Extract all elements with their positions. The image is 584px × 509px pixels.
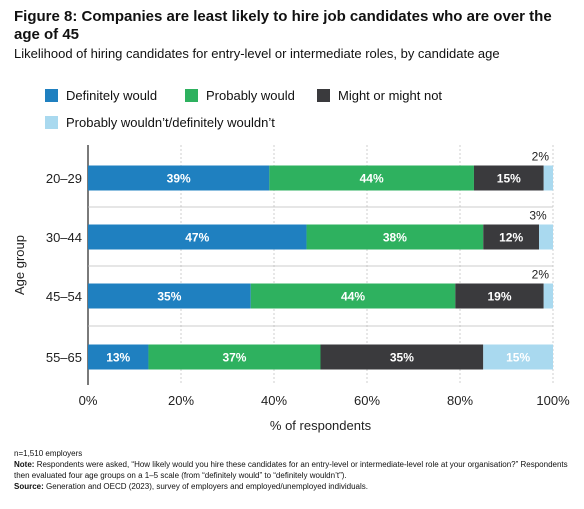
data-label: 44% [360,172,384,186]
legend-item-definitely-would: Definitely would [45,88,157,103]
x-tick-label: 80% [447,393,473,408]
legend-swatch [317,89,330,102]
legend-swatch [185,89,198,102]
y-tick-label: 20–29 [46,171,82,186]
x-tick-label: 40% [261,393,287,408]
data-label: 39% [167,172,191,186]
bar-segment [88,283,251,309]
note: Note: Respondents were asked, “How likel… [14,459,574,481]
bar-segment [543,283,553,309]
bar-segment [88,344,149,370]
note-label: Note: [14,460,35,469]
data-label: 12% [499,231,523,245]
x-tick-label: 60% [354,393,380,408]
bar-segment [148,344,321,370]
data-label: 3% [529,209,547,223]
legend-item-probably-would: Probably would [185,88,295,103]
legend-item-might-or-might-not: Might or might not [317,88,442,103]
data-label: 15% [497,172,521,186]
legend-swatch [45,116,58,129]
legend-label: Probably would [206,88,295,103]
data-label: 47% [185,231,209,245]
bar-segment [455,283,544,309]
data-label: 38% [383,231,407,245]
y-tick-label: 45–54 [46,289,82,304]
bar-segment [473,165,544,191]
bar-segment [320,344,484,370]
data-label: 35% [390,351,414,365]
sample-size: n=1,510 employers [14,449,83,458]
bar-segment [88,224,307,250]
y-tick-label: 30–44 [46,230,82,245]
footer: n=1,510 employers Note: Respondents were… [14,448,574,492]
bar-segment [306,224,484,250]
x-tick-label: 20% [168,393,194,408]
chart-subtitle: Likelihood of hiring candidates for entr… [14,46,500,61]
stacked-bar-chart: 39% 44% 15% 2% 20–29 47% 38% 12% 3% 30–44 35% 44% 19… [12,145,570,433]
x-tick-label: 100% [536,393,570,408]
bar-segment [88,165,270,191]
data-label: 2% [532,150,550,164]
source-text: Generation and OECD (2023), survey of em… [46,482,368,491]
data-label: 35% [157,290,181,304]
bar-segment [539,224,553,250]
y-axis-title: Age group [12,235,27,295]
legend-item-probably-wouldnt: Probably wouldn’t/definitely wouldn’t [45,115,275,130]
y-tick-label: 55–65 [46,350,82,365]
bar-segment [483,224,540,250]
data-label: 19% [488,290,512,304]
bar-segment [483,344,553,370]
bar-segment [269,165,474,191]
x-axis-title: % of respondents [270,418,372,433]
bar-segment [543,165,553,191]
note-text: Respondents were asked, “How likely woul… [14,460,568,480]
data-label: 15% [506,351,530,365]
chart-title: Figure 8: Companies are least likely to … [14,8,552,43]
data-label: 44% [341,290,365,304]
source: Source: Generation and OECD (2023), surv… [14,481,574,492]
bar-segment [250,283,456,309]
legend-label: Might or might not [338,88,443,103]
data-label: 13% [106,351,130,365]
legend-swatch [45,89,58,102]
data-label: 37% [222,351,246,365]
source-label: Source: [14,482,44,491]
legend-label: Probably wouldn’t/definitely wouldn’t [66,115,275,130]
data-label: 2% [532,268,550,282]
x-tick-label: 0% [79,393,98,408]
legend-label: Definitely would [66,88,158,103]
